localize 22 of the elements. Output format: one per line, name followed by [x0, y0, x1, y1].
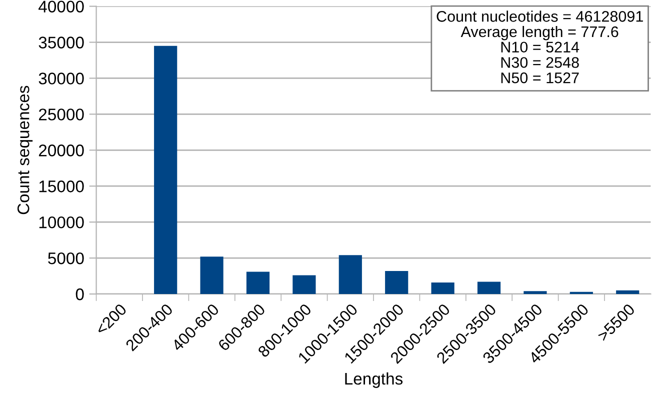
bar [200, 256, 224, 294]
bar [292, 275, 316, 294]
y-tick-label: 0 [76, 288, 84, 300]
bar [246, 272, 270, 294]
y-tick-label: 15000 [39, 180, 84, 192]
bar [616, 290, 640, 294]
bar [154, 46, 178, 294]
y-tick-label: 25000 [38, 108, 84, 120]
y-tick-label: 30000 [38, 72, 84, 84]
bar [477, 282, 501, 294]
y-tick-label: 35000 [38, 36, 84, 48]
bar [524, 291, 547, 294]
y-tick-label: 20000 [38, 144, 84, 156]
bar [338, 255, 362, 294]
annotation: Count nucleotides = 46128091 Average length = 777.6 N10 = 5214 N30 = 2548 N50 = 1527 [436, 10, 643, 84]
y-axis-title: Count sequences [17, 86, 33, 214]
bar [385, 270, 408, 294]
x-axis-title: Lengths [345, 372, 403, 388]
y-tick-label: 10000 [39, 216, 84, 228]
y-tick-label: 40000 [38, 0, 84, 13]
y-tick-label: 5000 [48, 252, 84, 264]
bar [431, 282, 454, 294]
